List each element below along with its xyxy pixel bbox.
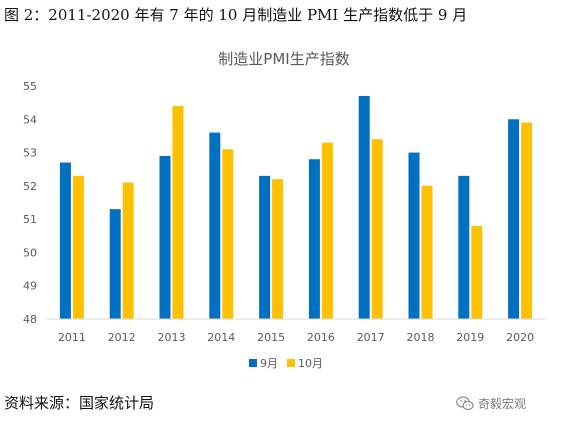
bar-2015-series-1: [259, 175, 271, 319]
bar-2014-series-1: [209, 132, 221, 319]
y-tick-label: 50: [23, 246, 37, 259]
chart-title: 制造业PMI生产指数: [218, 50, 349, 68]
y-tick-label: 54: [23, 113, 37, 126]
x-tick-label: 2013: [158, 331, 186, 344]
bar-2011-series-1: [59, 162, 71, 319]
x-tick-label: 2020: [506, 331, 534, 344]
wechat-icon: [456, 395, 474, 410]
bars-group: [59, 95, 533, 320]
bar-2020-series-2: [521, 122, 533, 319]
y-tick-label: 55: [23, 80, 37, 93]
bar-2013-series-2: [172, 105, 184, 319]
watermark: 奇毅宏观: [456, 394, 526, 412]
bar-chart: 制造业PMI生产指数 48 49 50 51 52 53 54 55 2011 2012 2013…: [23, 50, 545, 370]
x-tick-label: 2012: [108, 331, 136, 344]
y-axis: 48 49 50 51 52 53 54 55: [23, 80, 37, 326]
bar-2017-series-1: [358, 95, 370, 319]
bar-2016-series-1: [308, 159, 320, 319]
bar-2012-series-1: [109, 209, 121, 319]
legend-swatch: [249, 359, 257, 367]
bar-2011-series-2: [72, 175, 84, 319]
watermark-text: 奇毅宏观: [478, 396, 527, 411]
y-tick-label: 48: [23, 313, 37, 326]
bar-2018-series-1: [408, 152, 420, 319]
x-tick-label: 2011: [58, 331, 86, 344]
y-tick-label: 49: [23, 280, 37, 293]
legend-label: 9月: [260, 357, 278, 370]
bar-2016-series-2: [321, 142, 333, 319]
x-tick-label: 2019: [456, 331, 484, 344]
x-axis: 2011 2012 2013 2014 2015 2016 2017 2018 2019 2020: [58, 331, 534, 344]
x-tick-label: 2016: [307, 331, 335, 344]
legend: 9月 10月: [249, 357, 323, 370]
bar-2018-series-2: [421, 185, 433, 319]
x-tick-label: 2017: [357, 331, 385, 344]
x-tick-label: 2018: [407, 331, 435, 344]
y-tick-label: 51: [23, 213, 37, 226]
bar-2015-series-2: [272, 179, 284, 319]
bar-2017-series-2: [371, 139, 383, 319]
legend-label: 10月: [298, 357, 323, 370]
legend-swatch: [287, 359, 295, 367]
x-tick-label: 2015: [257, 331, 285, 344]
y-tick-label: 53: [23, 147, 37, 160]
bar-2014-series-2: [222, 149, 234, 319]
bar-2019-series-1: [458, 175, 470, 319]
y-tick-label: 52: [23, 180, 37, 193]
source-note: 资料来源：国家统计局: [4, 394, 155, 412]
bar-2012-series-2: [122, 182, 134, 319]
bar-2019-series-2: [471, 225, 483, 319]
figure-caption: 图 2：2011-2020 年有 7 年的 10 月制造业 PMI 生产指数低于…: [4, 6, 468, 24]
bar-2013-series-1: [159, 155, 171, 319]
x-tick-label: 2014: [207, 331, 235, 344]
bar-2020-series-1: [508, 119, 520, 320]
